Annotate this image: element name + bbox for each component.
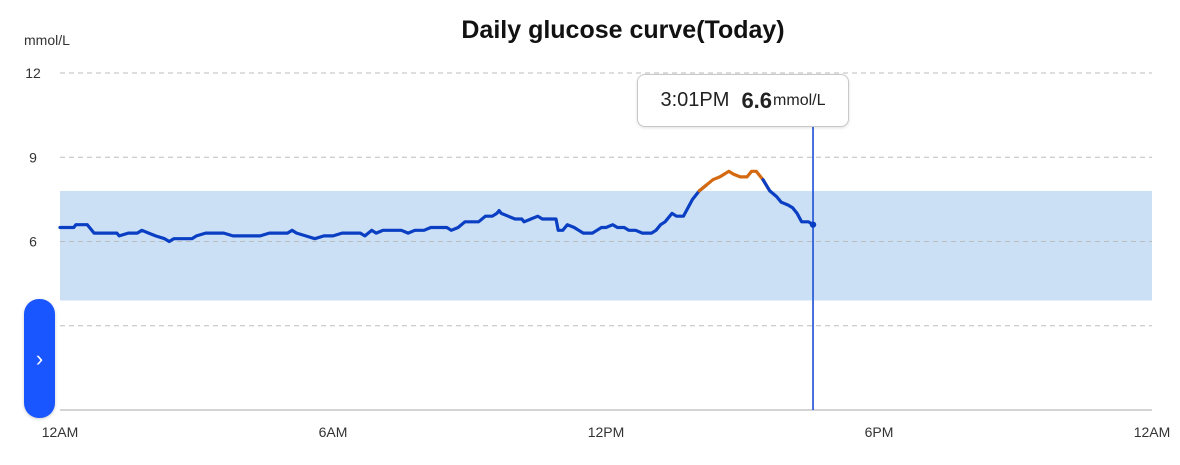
x-tick-label: 6AM [319,424,348,440]
tooltip-time: 3:01PM [660,89,730,111]
x-tick-label: 12AM [1134,424,1171,440]
glucose-line-high-segment [697,169,772,193]
expand-panel-button[interactable]: › [24,299,55,418]
glucose-line-segment [761,178,815,227]
chart-title: Daily glucose curve(Today) [461,16,785,44]
target-range-band [60,190,1152,301]
tooltip-unit: mmol/L [773,91,826,109]
reading-tooltip: 3:01PM 6.6 mmol/L [637,74,849,127]
tooltip-value: 6.6 [741,87,773,113]
y-axis-unit-label: mmol/L [24,32,70,48]
cursor-point [809,221,817,228]
y-tick-label: 9 [29,149,37,165]
x-tick-label: 12PM [588,424,625,440]
x-tick-label: 12AM [42,424,79,440]
y-tick-label: 6 [29,234,37,250]
glucose-line-segment [58,183,708,244]
y-tick-label: 12 [25,65,41,81]
x-tick-label: 6PM [865,424,894,440]
chevron-right-icon: › [35,345,44,371]
